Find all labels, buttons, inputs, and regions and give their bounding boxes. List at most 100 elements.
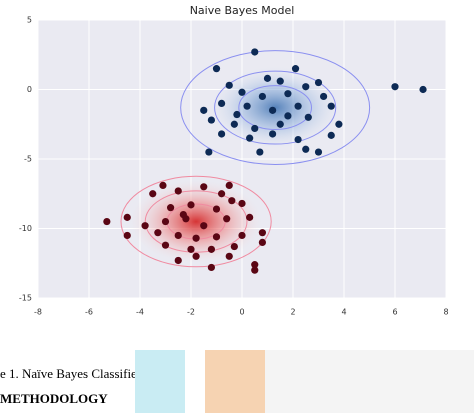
data-point <box>212 65 221 73</box>
data-point <box>187 245 195 253</box>
data-point <box>258 238 266 246</box>
contour <box>214 70 337 145</box>
data-point <box>258 92 266 101</box>
data-point <box>251 48 259 56</box>
data-point <box>123 231 131 240</box>
data-point <box>218 130 226 138</box>
data-point <box>238 199 246 208</box>
x-tick-label: 6 <box>392 308 397 317</box>
data-point <box>103 217 111 226</box>
data-point <box>174 187 182 195</box>
data-point <box>246 213 254 221</box>
data-point <box>192 252 200 260</box>
data-point <box>161 217 170 226</box>
figure-caption: e 1. Naïve Bayes Classifier <box>0 366 142 381</box>
section-heading: METHODOLOGY <box>0 391 108 406</box>
x-tick-label: -4 <box>136 308 144 317</box>
chart-title: Naive Bayes Model <box>190 4 295 17</box>
data-point <box>159 181 167 190</box>
data-point <box>230 120 238 128</box>
data-point <box>228 197 236 205</box>
data-point <box>327 131 335 139</box>
data-point <box>207 116 215 124</box>
data-point <box>174 256 182 265</box>
x-tick-label: 4 <box>341 308 346 317</box>
data-point <box>218 190 226 198</box>
data-point <box>200 106 208 114</box>
data-point <box>233 110 241 119</box>
data-point <box>123 213 131 221</box>
data-point <box>294 135 302 144</box>
data-point <box>251 124 259 133</box>
data-point <box>320 92 328 101</box>
y-tick-label: -5 <box>24 155 32 164</box>
x-tick-label: 0 <box>239 308 244 317</box>
data-point <box>302 145 310 153</box>
data-point <box>258 229 266 237</box>
data-point <box>314 78 323 87</box>
data-point <box>149 190 157 198</box>
x-tick-label: 2 <box>290 308 295 317</box>
x-tick-label: 8 <box>443 308 448 317</box>
data-point <box>263 74 272 82</box>
contour <box>120 175 272 268</box>
data-point <box>419 85 427 94</box>
data-point <box>269 130 277 138</box>
y-tick-label: -15 <box>19 294 32 303</box>
decor-panel <box>205 350 265 413</box>
data-point <box>192 234 200 242</box>
data-point <box>141 222 149 230</box>
data-point <box>256 148 264 156</box>
data-point <box>154 229 162 237</box>
density-shade <box>208 65 342 150</box>
data-point <box>207 263 215 272</box>
data-point <box>200 222 208 230</box>
data-point <box>251 261 259 269</box>
data-point <box>225 252 233 260</box>
data-point <box>251 266 259 274</box>
contour <box>144 190 248 253</box>
y-tick-label: 5 <box>27 16 32 25</box>
data-point <box>302 83 310 91</box>
x-tick-label: -6 <box>85 308 93 317</box>
data-point <box>225 181 233 190</box>
data-point <box>230 242 238 251</box>
data-point <box>179 211 187 219</box>
data-point <box>284 112 292 120</box>
y-tick-label: -10 <box>19 224 32 233</box>
decor-panel <box>265 350 474 413</box>
data-point <box>246 134 254 142</box>
data-point <box>167 204 175 212</box>
data-point <box>391 83 399 91</box>
chart: Naive Bayes Model -8 -6 -4 -2 0 2 4 6 8 -15 -10 -5 0… <box>19 4 449 317</box>
data-point <box>284 90 292 98</box>
decor-panel <box>135 350 185 413</box>
data-point <box>200 183 208 191</box>
data-point <box>212 233 221 241</box>
data-point <box>327 102 335 110</box>
contour <box>180 50 371 165</box>
data-point <box>314 148 323 156</box>
contour <box>238 85 312 130</box>
data-point <box>276 120 284 128</box>
data-point <box>243 102 251 110</box>
data-point <box>207 245 215 253</box>
data-point <box>238 231 246 240</box>
data-point <box>218 99 226 107</box>
data-point <box>225 81 233 89</box>
x-tick-label: -2 <box>187 308 195 317</box>
y-tick-label: 0 <box>27 85 32 94</box>
data-point <box>294 102 302 110</box>
data-point <box>212 205 221 213</box>
data-point <box>304 113 312 121</box>
data-point <box>269 106 277 114</box>
data-point <box>335 120 343 128</box>
data-point <box>223 215 231 223</box>
data-point <box>276 77 284 85</box>
data-point <box>161 241 170 249</box>
data-point <box>187 201 195 209</box>
data-point <box>238 88 246 96</box>
data-point <box>174 231 182 240</box>
x-tick-label: -8 <box>34 308 42 317</box>
